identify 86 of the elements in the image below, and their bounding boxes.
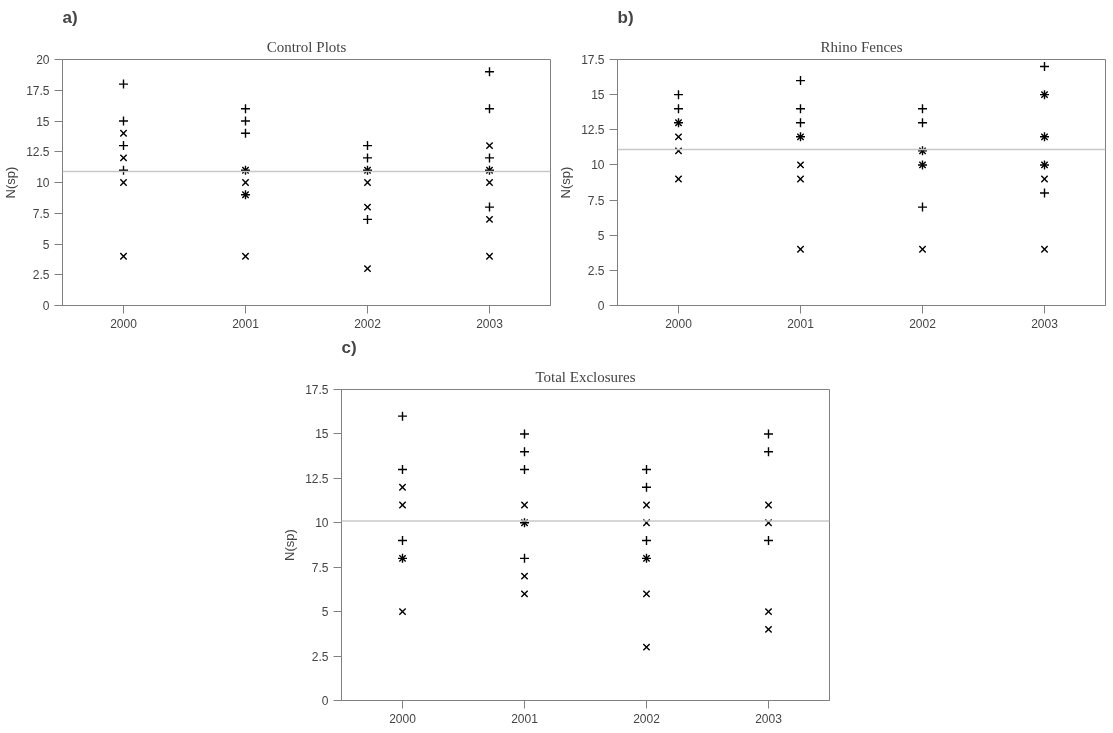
point [764,607,773,616]
point [642,589,651,598]
x-tick-label: 2002 [633,711,661,726]
x-tick-label: 2003 [1031,316,1059,331]
point [763,428,774,440]
point [241,178,250,187]
x-tick-label: 2003 [476,316,504,331]
y-tick-label: 0 [321,694,329,708]
point [363,264,372,273]
point [241,252,250,261]
x-tick-label: 2002 [909,316,937,331]
x-tick-label: 2003 [755,711,783,726]
chart-title: Total Exclosures [535,368,636,385]
point [485,215,494,224]
y-tick-label: 12.5 [305,471,329,486]
y-tick-label: 15 [36,114,50,129]
text: b) [617,7,634,27]
point [485,141,494,150]
y-tick-label: 0 [597,299,605,313]
y-tick-label: 20 [36,53,50,67]
point [519,428,530,440]
y-tick-label: 10 [591,158,605,173]
y-tick-label: 15 [315,427,329,442]
x-tick-label: 2000 [389,711,417,726]
point [485,178,494,187]
y-tick-label: 15 [591,88,605,103]
x-tick-label: 2002 [354,316,382,331]
point [398,483,407,492]
y-tick-label: 12.5 [26,145,50,160]
chart-title: Control Plots [266,38,347,55]
y-tick-label: 2.5 [32,268,50,283]
point [642,501,651,509]
y-tick-label: 5 [597,228,605,243]
y-axis-title: N(sp) [558,166,574,199]
point [484,152,495,164]
y-tick-label: 2.5 [587,263,605,278]
y-tick-label: 12.5 [581,123,605,138]
point [764,518,773,527]
point [1040,245,1049,254]
point [917,201,928,213]
point [1040,175,1049,183]
point [764,625,773,634]
point [484,66,495,77]
point [119,178,128,187]
y-tick-label: 5 [321,605,329,620]
x-tick-label: 2001 [787,316,815,331]
point [118,115,129,127]
point [119,129,128,138]
point [796,245,805,254]
point [642,643,651,652]
y-tick-label: 7.5 [311,560,329,575]
text: a) [62,7,78,27]
point [918,245,927,254]
y-tick-label: 0 [42,299,50,313]
x-tick-label: 2000 [665,316,693,331]
y-tick-label: 2.5 [311,649,329,664]
chart-title: Rhino Fences [820,38,903,55]
point [398,607,407,616]
y-tick-label: 7.5 [587,193,605,208]
point [485,252,494,261]
point [642,518,651,527]
y-tick-label: 5 [42,237,50,252]
point [363,178,372,187]
text: c) [341,337,357,357]
point [764,501,773,509]
point [363,203,372,211]
point [1039,187,1050,199]
y-tick-label: 17.5 [581,53,605,67]
point [674,132,683,141]
point [484,201,495,213]
point [118,78,129,90]
point [397,410,408,422]
y-tick-label: 10 [315,516,329,531]
y-axis-title: N(sp) [282,529,298,561]
point [119,252,128,261]
y-tick-label: 7.5 [32,206,50,221]
x-tick-label: 2000 [110,316,138,331]
y-tick-label: 17.5 [305,383,329,397]
y-axis-title: N(sp) [3,166,19,199]
y-tick-label: 10 [36,176,50,190]
point [362,152,373,164]
x-tick-label: 2001 [232,316,260,331]
y-tick-label: 17.5 [26,83,50,98]
x-tick-label: 2001 [511,711,539,726]
point [240,115,251,127]
point [520,589,529,598]
